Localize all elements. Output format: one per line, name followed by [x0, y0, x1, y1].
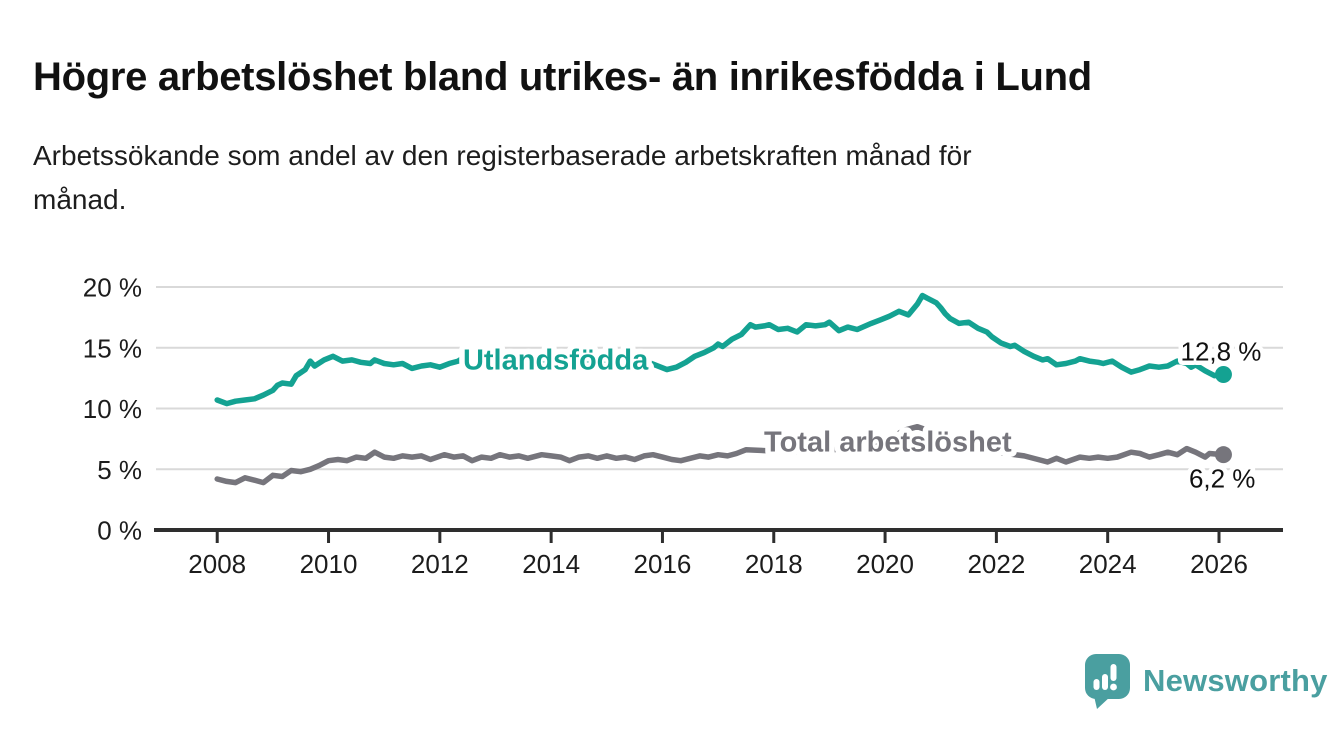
x-tick-label-2020: 2020: [856, 549, 914, 579]
x-tick-label-2010: 2010: [300, 549, 358, 579]
subtitle-line-2: månad.: [33, 183, 127, 215]
series-label-utlandsfodda: Utlandsfödda: [463, 344, 649, 376]
newsworthy-logo: Newsworthy: [1084, 652, 1328, 710]
subtitle-line-1: Arbetssökande som andel av den registerb…: [33, 140, 972, 171]
x-tick-label-2014: 2014: [522, 549, 580, 579]
y-tick-label-10: 10 %: [83, 394, 142, 424]
x-tick-label-2016: 2016: [634, 549, 692, 579]
x-tick-label-2018: 2018: [745, 549, 803, 579]
series-line-utlandsfodda: [214, 292, 1227, 407]
series-label-total-arbetsloshet: Total arbetslöshet: [764, 426, 1012, 458]
end-dot-utlandsfodda: [1214, 365, 1232, 383]
x-tick-label-2012: 2012: [411, 549, 469, 579]
logo-wordmark: Newsworthy: [1143, 663, 1328, 698]
y-tick-label-15: 15 %: [83, 333, 142, 363]
y-tick-label-5: 5 %: [97, 455, 142, 485]
page-title: Högre arbetslöshet bland utrikes- än inr…: [33, 54, 1092, 99]
bar-chart-speech-bubble-icon: [1085, 654, 1130, 709]
x-tick-label-2008: 2008: [188, 549, 246, 579]
x-tick-label-2022: 2022: [967, 549, 1025, 579]
x-tick-label-2026: 2026: [1190, 549, 1248, 579]
end-value-label-total-arbetsloshet: 6,2 %: [1189, 464, 1256, 494]
y-tick-label-0: 0 %: [97, 516, 142, 546]
end-dot-total-arbetsloshet: [1214, 446, 1232, 464]
series-line-total-arbetsloshet: [214, 423, 1227, 486]
y-tick-label-20: 20 %: [83, 273, 142, 303]
chart-subtitle: Arbetssökande som andel av den registerb…: [33, 134, 1233, 221]
x-tick-label-2024: 2024: [1079, 549, 1137, 579]
end-value-label-utlandsfodda: 12,8 %: [1180, 336, 1261, 366]
